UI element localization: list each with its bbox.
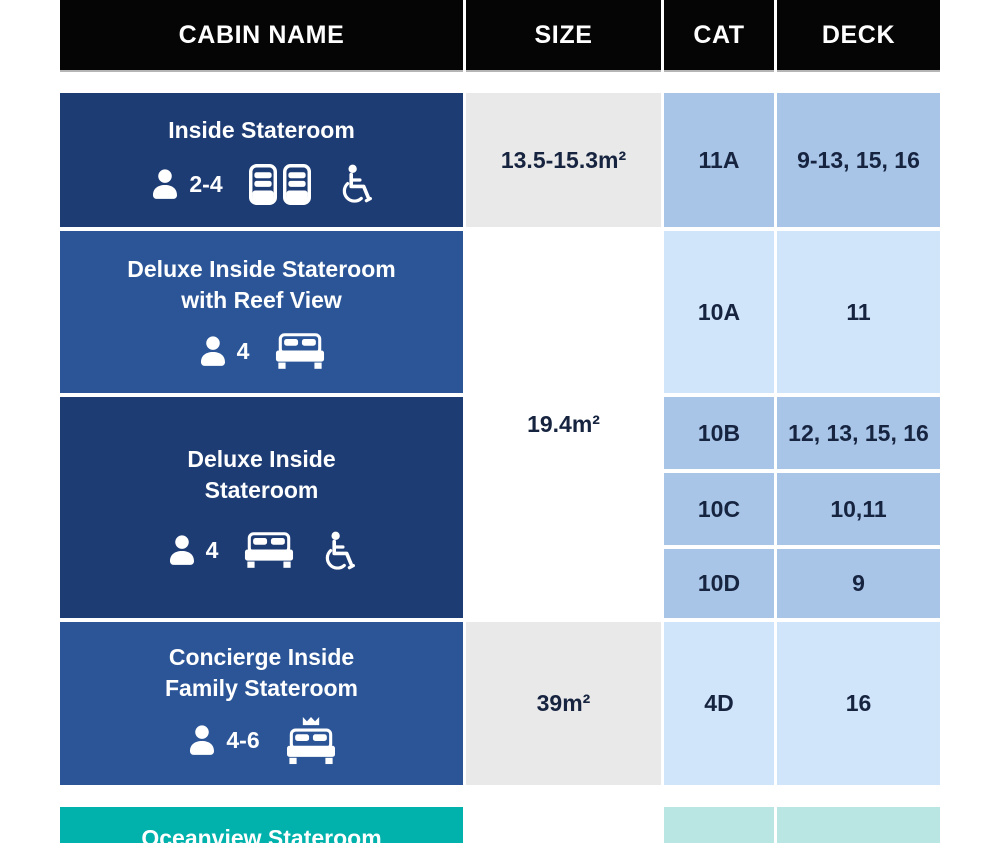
deck-cell: 9-13, 15, 16 (777, 93, 940, 227)
cabin-cell-concierge-family: Concierge Inside Family Stateroom 4-6 (60, 622, 463, 785)
header-label-size: SIZE (534, 20, 593, 49)
deck-cell: 16 (777, 622, 940, 785)
deck-cell: 10,11 (777, 473, 940, 545)
person-icon (150, 168, 180, 201)
deck-value: 9 (852, 570, 865, 596)
cat-cell: 10B (664, 397, 774, 469)
cat-cell: 10A (664, 231, 774, 393)
cabin-cell-deluxe-reef-view: Deluxe Inside Stateroom with Reef View 4 (60, 231, 463, 393)
occupancy-count: 4 (236, 337, 250, 364)
cat-cell: 4D (664, 622, 774, 785)
size-cell-merged: 19.4m² (466, 231, 661, 618)
cabin-cell-oceanview: Oceanview Stateroom (60, 807, 463, 843)
twin-beds-icon (248, 163, 311, 205)
double-bed-icon (244, 532, 294, 569)
size-value: 39m² (536, 690, 591, 716)
person-icon (167, 534, 197, 567)
person-icon (198, 335, 228, 368)
wheelchair-icon (320, 531, 356, 571)
header-cell-cabin-name: CABIN NAME (60, 0, 463, 72)
header-cell-deck: DECK (777, 0, 940, 72)
deck-value: 11 (846, 298, 871, 325)
deck-cell: 9 (777, 549, 940, 618)
occupancy-count: 4-6 (226, 727, 260, 754)
cabin-title: Concierge Inside (168, 644, 355, 671)
wheelchair-icon (337, 164, 373, 204)
cabin-title-line2: with Reef View (181, 286, 342, 313)
cat-cell: 10D (664, 549, 774, 618)
occupancy-count: 4 (205, 537, 219, 564)
header-label-deck: DECK (821, 20, 896, 49)
header-cell-cat: CAT (664, 0, 774, 72)
twin-bed-icon (248, 163, 277, 205)
double-bed-icon (275, 333, 325, 370)
size-value: 19.4m² (527, 411, 600, 437)
cabin-cell-deluxe-inside: Deluxe Inside Stateroom 4 (60, 397, 463, 618)
cabin-title-line2: Family Stateroom (165, 674, 358, 701)
cabin-title: Deluxe Inside Stateroom (127, 256, 396, 283)
cabin-cell-inside-stateroom: Inside Stateroom 2-4 (60, 93, 463, 227)
deck-value: 12, 13, 15, 16 (788, 419, 929, 446)
occupancy-count: 2-4 (189, 170, 223, 197)
cat-value: 10A (697, 298, 741, 325)
cat-value: 11A (698, 146, 740, 173)
crown-bed-icon (286, 716, 336, 765)
cat-cell (664, 807, 774, 843)
deck-cell: 12, 13, 15, 16 (777, 397, 940, 469)
deck-cell (777, 807, 940, 843)
cat-value: 10D (697, 570, 741, 596)
size-cell: 39m² (466, 622, 661, 785)
cabin-title: Deluxe Inside (187, 446, 336, 473)
deck-value: 10,11 (830, 495, 887, 522)
deck-value: 9-13, 15, 16 (797, 146, 920, 173)
cat-cell: 10C (664, 473, 774, 545)
size-cell: 13.5-15.3m² (466, 93, 661, 227)
cat-value: 4D (704, 690, 734, 716)
twin-bed-icon (282, 163, 311, 205)
header-label-cabin-name: CABIN NAME (178, 20, 345, 49)
cat-value: 10B (697, 419, 741, 446)
size-value: 13.5-15.3m² (500, 146, 627, 173)
cabin-title: Oceanview Stateroom (141, 825, 382, 843)
deck-cell: 11 (777, 231, 940, 393)
cat-cell: 11A (664, 93, 774, 227)
cabin-title-line2: Stateroom (204, 476, 319, 503)
cat-value: 10C (697, 495, 741, 522)
header-cell-size: SIZE (466, 0, 661, 72)
header-label-cat: CAT (693, 20, 745, 49)
person-icon (187, 724, 217, 757)
deck-value: 16 (845, 690, 872, 716)
cabin-title: Inside Stateroom (168, 117, 355, 144)
